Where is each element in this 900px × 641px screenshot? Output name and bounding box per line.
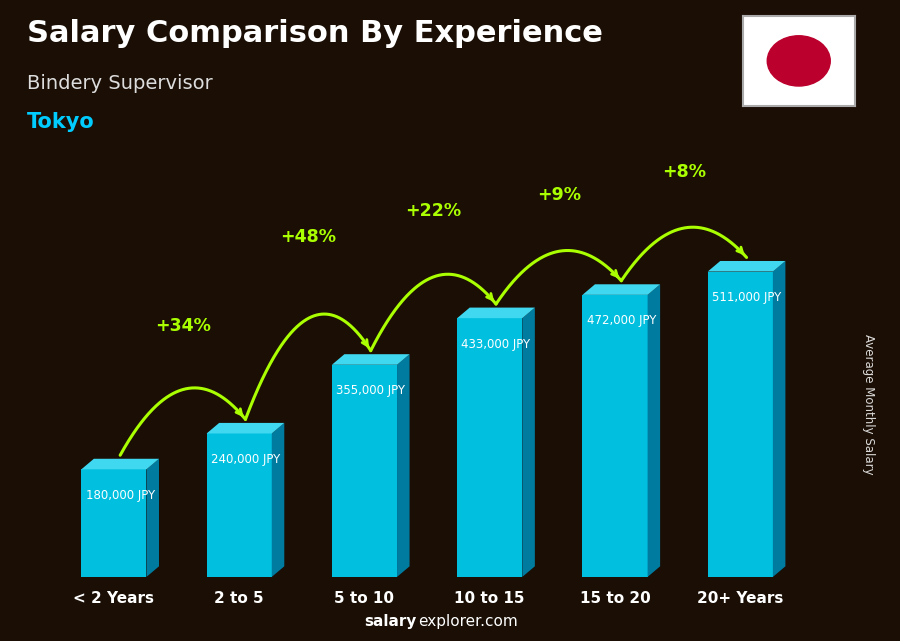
- Text: +34%: +34%: [155, 317, 211, 335]
- Circle shape: [767, 36, 830, 86]
- Text: 511,000 JPY: 511,000 JPY: [712, 291, 781, 304]
- Text: Average Monthly Salary: Average Monthly Salary: [862, 333, 875, 474]
- Polygon shape: [147, 459, 159, 577]
- Polygon shape: [582, 284, 660, 295]
- Text: +48%: +48%: [280, 228, 336, 246]
- Text: +22%: +22%: [405, 202, 462, 220]
- Polygon shape: [332, 354, 410, 365]
- Text: +9%: +9%: [536, 186, 580, 204]
- Polygon shape: [207, 423, 284, 433]
- Polygon shape: [648, 284, 660, 577]
- Text: Salary Comparison By Experience: Salary Comparison By Experience: [27, 19, 603, 48]
- Polygon shape: [707, 261, 786, 272]
- Text: 240,000 JPY: 240,000 JPY: [211, 453, 280, 466]
- Polygon shape: [457, 318, 522, 577]
- Polygon shape: [707, 272, 773, 577]
- Text: 433,000 JPY: 433,000 JPY: [462, 338, 531, 351]
- Polygon shape: [81, 469, 147, 577]
- Polygon shape: [397, 354, 410, 577]
- Text: 180,000 JPY: 180,000 JPY: [86, 488, 155, 502]
- Polygon shape: [207, 433, 272, 577]
- Polygon shape: [773, 261, 786, 577]
- Polygon shape: [81, 459, 159, 469]
- Polygon shape: [457, 308, 535, 318]
- Polygon shape: [272, 423, 284, 577]
- Text: Tokyo: Tokyo: [27, 112, 94, 132]
- Text: 472,000 JPY: 472,000 JPY: [587, 314, 656, 328]
- Polygon shape: [332, 365, 397, 577]
- Text: Bindery Supervisor: Bindery Supervisor: [27, 74, 212, 93]
- Text: explorer.com: explorer.com: [418, 615, 518, 629]
- Polygon shape: [582, 295, 648, 577]
- Text: +8%: +8%: [662, 163, 706, 181]
- Text: salary: salary: [364, 615, 417, 629]
- Polygon shape: [522, 308, 535, 577]
- Text: 355,000 JPY: 355,000 JPY: [337, 384, 405, 397]
